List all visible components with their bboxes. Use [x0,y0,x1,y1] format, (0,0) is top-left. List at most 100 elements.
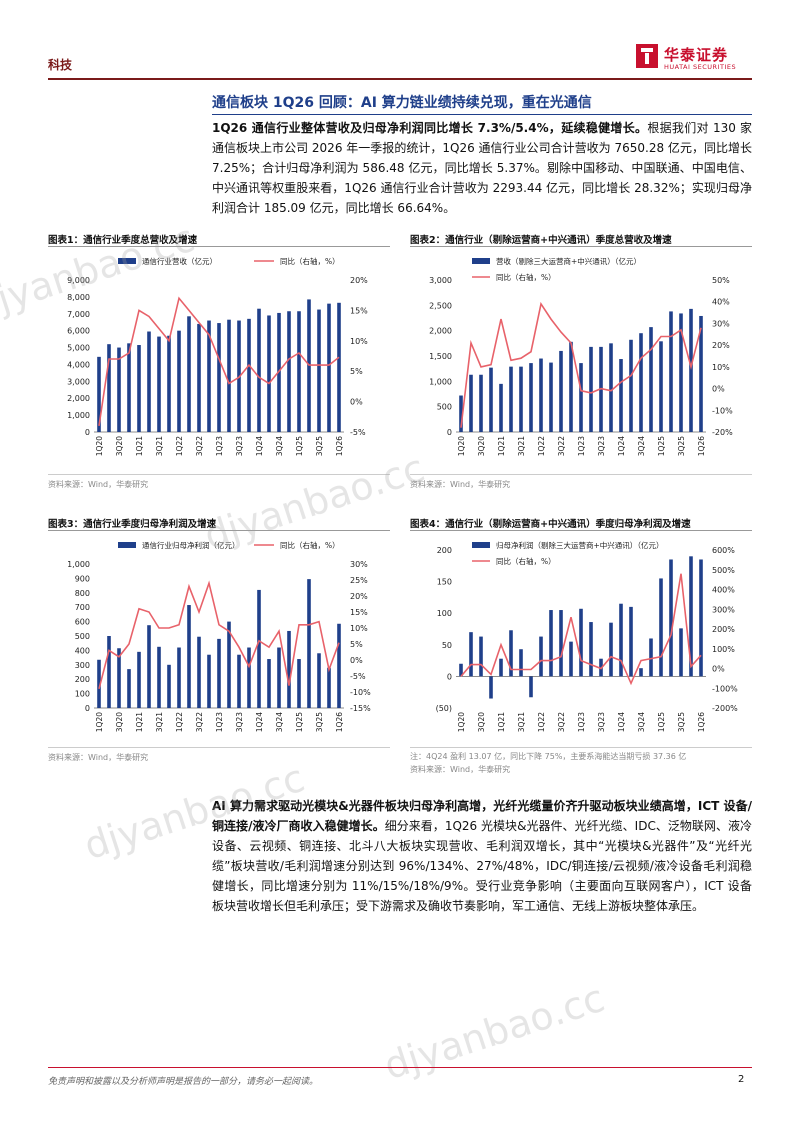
bar [529,363,533,432]
y-left-tick-label: 9,000 [67,276,90,285]
bar [207,654,211,708]
x-tick-label: 1Q24 [255,436,264,456]
x-tick-label: 1Q21 [497,712,506,732]
x-tick-label: 1Q22 [537,436,546,456]
x-tick-label: 1Q22 [175,712,184,732]
figure-2-label: 图表2： [410,235,446,246]
x-tick-label: 1Q20 [95,712,104,732]
bar [207,320,211,432]
y-left-tick-label: 200 [437,546,452,555]
footer-divider [48,1067,752,1068]
y-left-tick-label: 0 [85,428,90,437]
y-right-tick-label: 20% [712,341,730,350]
x-tick-label: 1Q21 [497,436,506,456]
y-right-tick-label: 5% [350,367,363,376]
x-tick-label: 3Q23 [235,712,244,732]
x-tick-label: 3Q21 [155,436,164,456]
x-tick-label: 1Q25 [295,712,304,732]
y-right-tick-label: 600% [712,546,735,555]
section-title: 通信板块 1Q26 回顾：AI 算力链业绩持续兑现，重在光通信 [212,95,592,111]
bar [669,311,673,432]
x-tick-label: 3Q24 [637,436,646,456]
bar [217,638,221,708]
logo-icon [636,44,658,68]
legend-line-label: 同比（右轴，%） [496,272,556,282]
y-right-tick-label: 200% [712,625,735,634]
x-tick-label: 1Q24 [617,436,626,456]
bar [619,603,623,677]
bar [639,668,643,677]
x-tick-label: 1Q24 [255,712,264,732]
bar [277,647,281,708]
bar [297,311,301,432]
bar [559,350,563,432]
figure-1-chart: 0 1,000 2,000 3,000 4,000 5,000 6,000 7,000 8,00… [67,256,368,456]
bar [197,636,201,708]
bar [157,336,161,432]
y-left-tick-label: 100 [437,609,452,618]
y-left-tick-label: 300 [75,661,90,670]
bar [659,341,663,432]
figure-4-note: 注：4Q24 盈利 13.07 亿，同比下降 75%，主要系海能达当期亏损 37… [410,752,687,761]
figure-2-title: 图表2：通信行业（剔除运营商+中兴通讯）季度总营收及增速 [410,232,672,246]
y-left-tick-label: 400 [75,646,90,655]
bar [549,610,553,677]
paragraph-1: 1Q26 通信行业整体营收及归母净利润同比增长 7.3%/5.4%，延续稳健增长… [212,118,752,218]
legend-bar-label: 营收（剔除三大运营商+中兴通讯）（亿元） [496,256,641,266]
y-left-tick-label: 7,000 [67,310,90,319]
x-tick-label: 3Q21 [517,436,526,456]
y-left-tick-label: 0 [447,428,452,437]
bar [147,331,151,432]
bar [659,578,663,677]
x-tick-label: 1Q20 [457,712,466,732]
legend-bar-label: 归母净利润（剔除三大运营商+中兴通讯）（亿元） [496,540,664,550]
bar [539,636,543,677]
bar [689,556,693,677]
figure-4-rule [410,530,752,531]
x-tick-label: 3Q25 [677,436,686,456]
y-right-tick-label: 100% [712,645,735,654]
bar [609,622,613,677]
bar [679,313,683,432]
figure-3-label: 图表3： [48,519,84,530]
yoy-line [98,580,340,690]
y-left-tick-label: 3,000 [67,377,90,386]
y-left-tick-label: 2,000 [67,394,90,403]
y-right-tick-label: -100% [712,684,738,693]
y-left-tick-label: 1,000 [67,560,90,569]
bar [127,669,131,708]
bar [317,309,321,432]
y-left-tick-label: 4,000 [67,360,90,369]
y-right-tick-label: -5% [350,428,366,437]
figure-3-title: 图表3：通信行业季度归母净利润及增速 [48,516,216,530]
y-right-tick-label: 0% [350,398,363,407]
bar [327,667,331,708]
figure-4-title-text: 通信行业（剔除运营商+中兴通讯）季度归母净利润及增速 [445,519,691,530]
bar [489,676,493,699]
bar [469,374,473,432]
figure-4-chart: (50) 0 50 100 150 200 -200% -100% 0% 100% 200% 300%… [436,540,739,732]
bar [147,625,151,708]
bar [499,383,503,432]
x-tick-label: 1Q24 [617,712,626,732]
figure-3-bottom-rule [48,747,390,748]
bar [629,339,633,432]
y-left-tick-label: 200 [75,675,90,684]
figure-2-source: 资料来源：Wind，华泰研究 [410,480,511,489]
x-tick-label: 1Q20 [457,436,466,456]
x-tick-label: 1Q20 [95,436,104,456]
bar [337,623,341,708]
legend-line-label: 同比（右轴，%） [496,556,556,566]
bar [569,641,573,677]
legend-bar-swatch [472,258,490,264]
bar [277,312,281,432]
y-left-tick-label: 6,000 [67,327,90,336]
bar [307,579,311,708]
y-left-tick-label: 50 [442,641,452,650]
y-left-tick-label: 8,000 [67,293,90,302]
figure-1-source: 资料来源：Wind，华泰研究 [48,480,149,489]
y-right-tick-label: -15% [350,704,371,713]
legend-bar-swatch [118,542,136,548]
x-tick-label: 1Q22 [537,712,546,732]
paragraph-2-lead: AI 算力需求驱动光模块&光器件板块归母净利高增，光纤光缆量价齐升驱动板块业绩高… [212,799,752,833]
